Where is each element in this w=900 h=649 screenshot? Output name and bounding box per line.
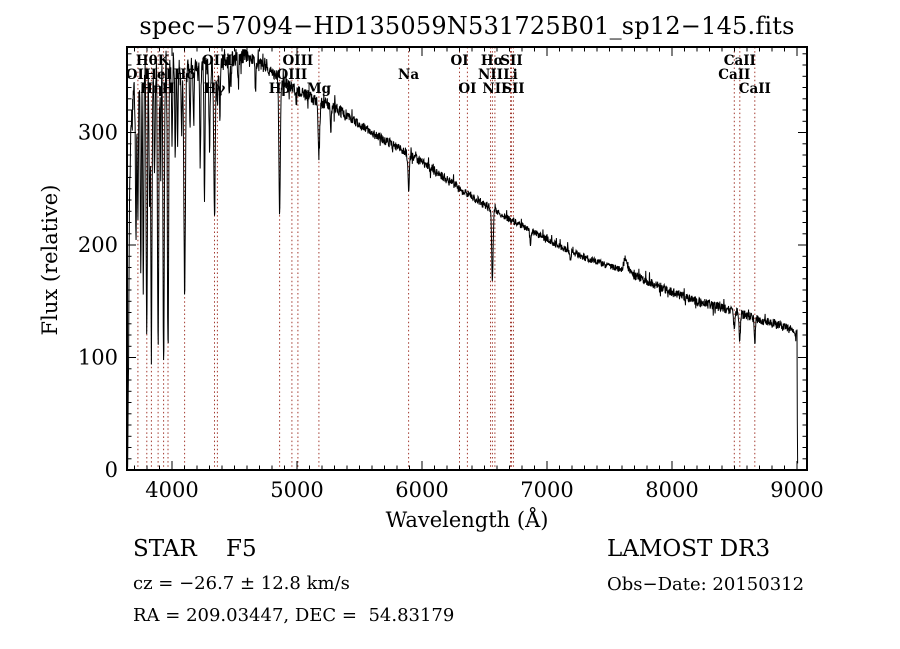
spectral-line-label: Mg: [307, 81, 332, 97]
y-axis-label: Flux (relative): [38, 185, 62, 336]
spectral-line-label: Hη: [140, 81, 163, 97]
x-tick-label: 8000: [645, 478, 698, 502]
spectral-line-label: SII: [500, 53, 522, 69]
spectral-line-label: K: [158, 53, 171, 69]
spectral-line-label: Hθ: [136, 53, 158, 69]
spectral-line-label: Li: [503, 67, 518, 83]
x-tick-label: 5000: [270, 478, 323, 502]
y-tick-label: 100: [78, 346, 118, 370]
spectrum-trace: [127, 49, 799, 468]
coordinates-label: RA = 209.03447, DEC = 54.83179: [133, 605, 455, 626]
x-tick-label: 6000: [395, 478, 448, 502]
x-axis-label: Wavelength (Å): [386, 507, 549, 532]
x-tick-labels: 4000 5000 6000 7000 8000 9000: [145, 478, 823, 502]
spectral-line-label: NII: [482, 81, 507, 97]
radial-velocity-label: cz = −26.7 ± 12.8 km/s: [133, 573, 350, 594]
survey-release-label: LAMOST DR3: [607, 536, 771, 562]
y-tick-label: 300: [78, 121, 118, 145]
y-tick-labels: 0 100 200 300: [78, 121, 118, 483]
spectral-line-label: Hα: [481, 53, 505, 69]
plot-title: spec−57094−HD135059N531725B01_sp12−145.f…: [139, 12, 795, 40]
y-tick-label: 0: [105, 458, 118, 482]
obs-date-label: Obs−Date: 20150312: [607, 574, 805, 595]
y-tick-label: 200: [78, 233, 118, 257]
axis-ticks: [127, 47, 807, 471]
spectral-line-label: SII: [502, 81, 524, 97]
x-tick-label: 7000: [520, 478, 573, 502]
x-tick-label: 4000: [145, 478, 198, 502]
spectral-line-label: CaII: [739, 81, 771, 97]
spectral-line-label: OIII: [283, 53, 314, 69]
axes-box: [126, 46, 808, 471]
spectral-line-label: NII: [478, 67, 503, 83]
spectral-line-label: OI: [450, 53, 468, 69]
spectral-line-label: OIII: [277, 67, 308, 83]
spectral-line-markers: [137, 47, 756, 470]
x-tick-label: 9000: [770, 478, 823, 502]
spectral-line-label: Hγ: [204, 81, 226, 97]
spectral-line-label: CaII: [724, 53, 756, 69]
spectral-line-label: OI: [458, 81, 476, 97]
classification-label: STAR F5: [133, 536, 257, 562]
spectral-line-label: Na: [398, 67, 419, 83]
spectral-line-label: CaII: [718, 67, 750, 83]
